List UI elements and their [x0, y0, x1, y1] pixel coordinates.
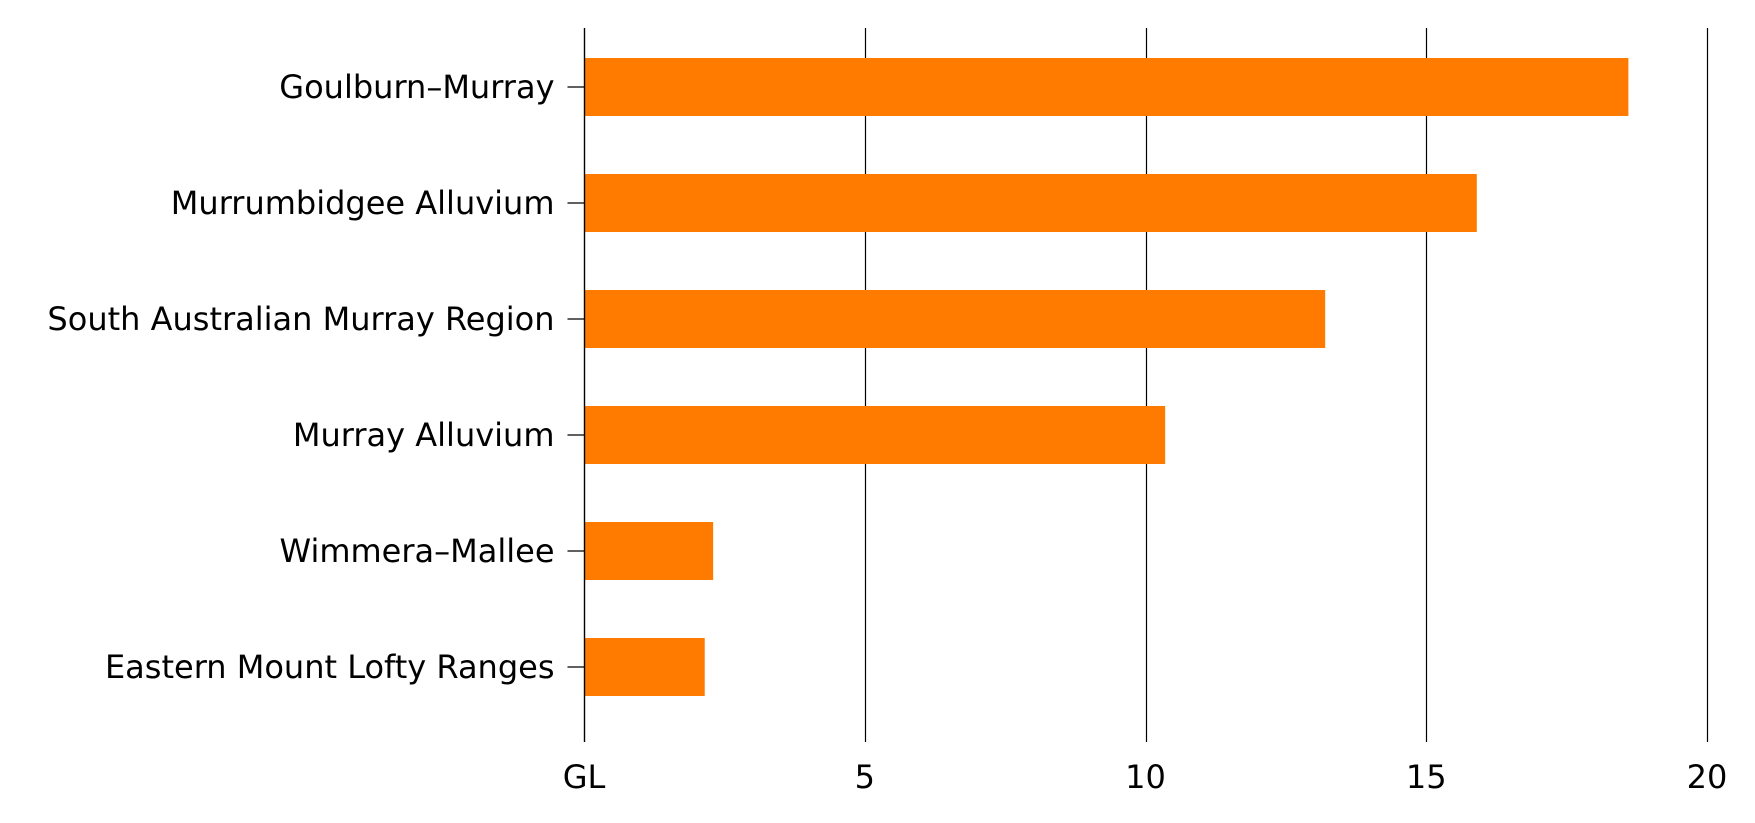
- bar: [584, 406, 1166, 464]
- x-tick-label: GL: [563, 758, 606, 796]
- category-label: Wimmera–Mallee: [280, 532, 555, 570]
- x-tick-label: 20: [1687, 758, 1728, 796]
- bar: [584, 290, 1326, 348]
- gridlines: [864, 28, 1709, 742]
- x-tick-label: 5: [855, 758, 875, 796]
- category-label: Goulburn–Murray: [279, 68, 554, 106]
- category-label: South Australian Murray Region: [47, 300, 554, 338]
- bars: [584, 58, 1629, 696]
- x-tick-label: 15: [1406, 758, 1447, 796]
- bar: [584, 638, 705, 696]
- category-label: Eastern Mount Lofty Ranges: [105, 648, 555, 686]
- y-axis: [567, 28, 586, 742]
- category-labels: Goulburn–Murray Murrumbidgee Alluvium Sout…: [47, 68, 554, 686]
- category-label: Murray Alluvium: [293, 416, 555, 454]
- bar: [584, 58, 1629, 116]
- x-tick-label: 10: [1125, 758, 1166, 796]
- bar: [584, 522, 714, 580]
- x-tick-labels: GL 5 10 15 20: [563, 758, 1728, 796]
- category-label: Murrumbidgee Alluvium: [171, 184, 555, 222]
- bar: [584, 174, 1477, 232]
